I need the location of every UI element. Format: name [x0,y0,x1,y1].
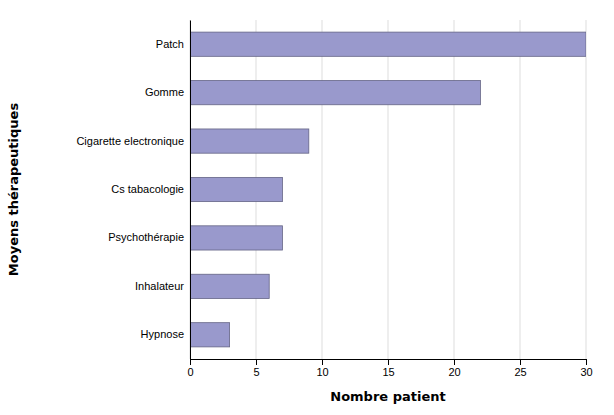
x-tick: 10 [316,359,328,378]
x-tick: 15 [382,359,394,378]
y-tick-label: Patch [156,38,184,50]
x-axis-line [191,360,587,366]
x-tick-label: 20 [448,366,460,378]
x-tick-label: 15 [382,366,394,378]
bar [190,323,230,347]
grid-line [586,20,587,359]
grid-line [388,20,389,359]
x-tick: 30 [580,359,592,378]
y-tick: Hypnose [141,328,184,340]
x-tick: 20 [448,359,460,378]
grid-line [190,20,191,359]
bar [190,32,586,56]
bar [190,129,309,153]
grid-line [454,20,455,359]
bar [190,226,282,250]
x-tick-mark [322,359,323,365]
x-axis-title: Nombre patient [330,389,445,404]
y-tick-label: Cigarette electronique [76,135,184,147]
plot: 0 5 10 15 20 25 30 Hypnose Inhalateur Psychothéra… [76,20,592,378]
x-tick-mark [520,359,521,365]
x-tick-label: 10 [316,366,328,378]
y-axis: Hypnose Inhalateur Psychothérapie Cs tabaco… [76,21,190,360]
chart: 0 5 10 15 20 25 30 Hypnose Inhalateur Psychothéra… [0,0,614,415]
y-tick-label: Inhalateur [135,280,184,292]
x-tick-mark [586,359,587,365]
x-tick: 5 [253,359,259,378]
y-tick: Patch [156,38,184,50]
y-tick: Gomme [145,86,184,98]
y-tick-label: Gomme [145,86,184,98]
bars [190,32,586,347]
x-tick-mark [256,359,257,365]
x-tick-mark [388,359,389,365]
y-tick: Inhalateur [135,280,184,292]
grid-line [520,20,521,359]
x-tick: 25 [514,359,526,378]
grid-line [322,20,323,359]
x-tick-label: 25 [514,366,526,378]
bar [190,274,269,298]
x-tick: 0 [187,359,193,378]
x-tick-label: 30 [580,366,592,378]
y-tick: Psychothérapie [108,231,184,243]
x-tick-label: 5 [253,366,259,378]
y-tick-label: Cs tabacologie [111,183,184,195]
y-tick: Cs tabacologie [111,183,184,195]
y-tick: Cigarette electronique [76,135,184,147]
bar [190,81,480,105]
bar [190,177,282,201]
y-tick-label: Hypnose [141,328,184,340]
x-tick-label: 0 [187,366,193,378]
x-axis: 0 5 10 15 20 25 30 [187,359,592,378]
y-axis-title: Moyens thérapeutiques [6,103,21,277]
grid [190,20,586,359]
y-axis-line [190,21,191,360]
y-tick-label: Psychothérapie [108,231,184,243]
x-tick-mark [190,359,191,365]
x-tick-mark [454,359,455,365]
